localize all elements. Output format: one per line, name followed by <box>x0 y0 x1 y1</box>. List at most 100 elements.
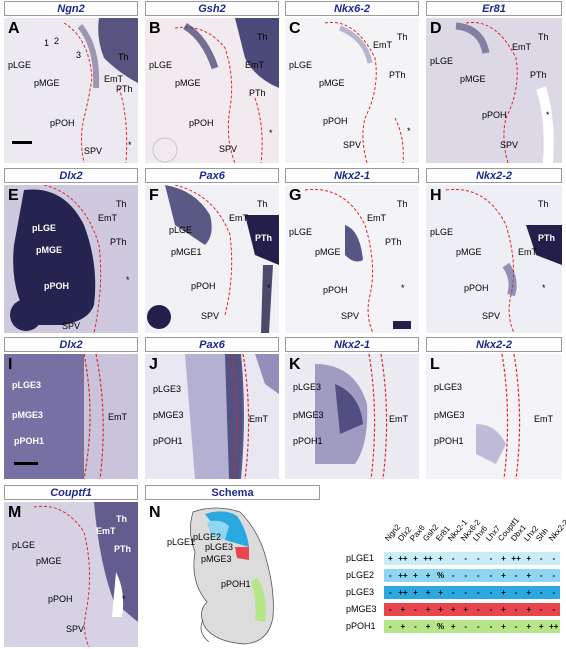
panel-i-letter: I <box>8 356 13 373</box>
table-cell: + <box>463 605 469 614</box>
schema-diagram <box>190 507 274 645</box>
table-cell: ++ <box>398 554 408 563</box>
table-cell: - <box>514 622 518 631</box>
label-plge: pLGE <box>430 227 454 237</box>
table-cell: - <box>451 554 455 563</box>
table-cell: - <box>489 605 493 614</box>
label-pth: PTh <box>389 70 406 80</box>
label-ppoh1: pPOH1 <box>434 436 464 446</box>
label-emt: EmT <box>104 74 123 84</box>
panel-a-title: Ngn2 <box>4 1 138 16</box>
panel-a: A Th PTh EmT pLGE pMGE pPOH SPV 1 2 3 * <box>4 18 138 163</box>
label-th: Th <box>118 52 129 62</box>
label-emt: EmT <box>534 414 553 424</box>
table-cell: - <box>464 622 468 631</box>
panel-g-letter: G <box>289 187 302 204</box>
table-cell: + <box>526 605 531 614</box>
label-plge: pLGE <box>169 225 193 235</box>
panel-b-image <box>152 18 279 163</box>
panel-j-title: Pax6 <box>145 337 279 352</box>
label-pmge3: pMGE3 <box>153 410 184 420</box>
table-cell: - <box>388 588 392 597</box>
label-pth: PTh <box>116 84 133 94</box>
table-row: pLGE2- ++ + +% - - - - + - + - - <box>346 569 560 582</box>
label-ppoh: pPOH <box>323 116 348 126</box>
table-cell: - <box>388 571 392 580</box>
label-plge: pLGE <box>149 60 173 70</box>
label-spv: SPV <box>343 140 362 150</box>
label-ppoh: pPOH <box>482 110 507 120</box>
label-star: * <box>269 128 273 138</box>
table-cell: - <box>477 571 480 580</box>
panel-d-image <box>426 18 562 163</box>
table-cell: ++ <box>398 588 408 597</box>
panel-a-letter: A <box>8 20 20 37</box>
label-pmge3: pMGE3 <box>434 410 465 420</box>
panel-d-title: Er81 <box>426 1 562 16</box>
label-ppoh: pPOH <box>48 594 73 604</box>
label-th: Th <box>257 32 268 42</box>
panel-n-title: Schema <box>145 485 320 500</box>
table-cell: + <box>538 622 544 631</box>
label-ppoh: pPOH <box>323 285 348 295</box>
panel-c-title: Nkx6-2 <box>285 1 419 16</box>
schema-label-pmge3: pMGE3 <box>201 554 232 564</box>
panel-c-image <box>324 21 404 163</box>
table-cell: - <box>451 571 455 580</box>
panel-e-letter: E <box>8 187 19 204</box>
panel-l-letter: L <box>430 356 440 373</box>
label-emt: EmT <box>518 247 537 257</box>
panel-n-letter: N <box>149 504 161 521</box>
table-cell: + <box>501 588 506 597</box>
label-star: * <box>128 140 132 150</box>
table-cell: ++ <box>511 554 521 563</box>
label-pth: PTh <box>530 70 547 80</box>
label-emt: EmT <box>373 40 392 50</box>
label-spv: SPV <box>201 311 220 321</box>
table-cell: + <box>438 588 443 597</box>
row-cells: - + - +% + - - - + - + + ++ <box>384 620 560 633</box>
row-label: pLGE1 <box>346 553 375 563</box>
table-cell: - <box>552 571 556 580</box>
label-th: Th <box>397 199 408 209</box>
label-pth: PTh <box>110 237 127 247</box>
panel-g-title: Nkx2-1 <box>285 168 419 183</box>
label-plge: pLGE <box>289 60 313 70</box>
label-pth: PTh <box>385 237 402 247</box>
table-cell: + <box>526 622 531 631</box>
label-pmge: pMGE <box>460 74 486 84</box>
panel-m-image <box>4 502 138 647</box>
panel-j-image <box>185 354 279 479</box>
label-pmge: pMGE <box>34 78 60 88</box>
table-cell: ++ <box>398 571 408 580</box>
table-cell: - <box>464 571 468 580</box>
label-th: Th <box>116 514 127 524</box>
panel-m-letter: M <box>8 504 22 521</box>
table-row: pLGE1 + ++ + ++ + - - - - + ++ + - - <box>346 552 560 565</box>
label-ppoh1: pPOH1 <box>153 436 183 446</box>
panel-f-image <box>147 185 279 333</box>
table-cell: + <box>400 622 406 631</box>
label-plge3: pLGE3 <box>434 382 463 392</box>
row-label: pLGE3 <box>346 587 375 597</box>
panel-h-title: Nkx2-2 <box>426 168 562 183</box>
label-plge: pLGE <box>430 56 454 66</box>
label-star: * <box>401 283 405 293</box>
label-emt: EmT <box>389 414 408 424</box>
label-spv: SPV <box>500 140 519 150</box>
table-cell: - <box>489 554 493 563</box>
label-th: Th <box>257 199 268 209</box>
table-cell: - <box>552 605 556 614</box>
label-emt: EmT <box>98 213 117 223</box>
table-cell: + <box>526 588 531 597</box>
label-num-1: 1 <box>44 38 50 48</box>
row-cells: - + - + + + + - - + - + - - <box>384 603 560 616</box>
label-pth: PTh <box>249 88 266 98</box>
schema-label-ppoh1: pPOH1 <box>221 579 251 589</box>
label-plge: pLGE <box>12 540 36 550</box>
label-th: Th <box>538 32 549 42</box>
label-spv: SPV <box>66 624 85 634</box>
table-cell: - <box>414 622 417 631</box>
table-cell: - <box>539 571 543 580</box>
label-star: * <box>126 275 130 285</box>
